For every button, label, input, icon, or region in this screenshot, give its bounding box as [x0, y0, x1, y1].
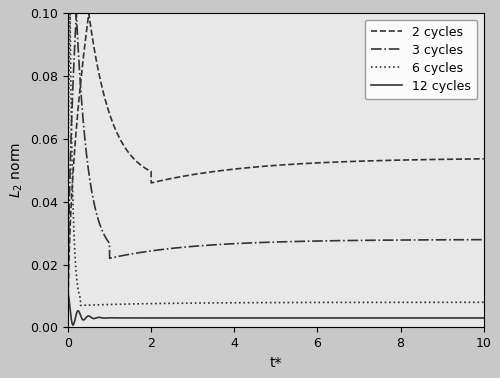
2 cycles [224, 168, 230, 172]
2 cycles [314, 161, 320, 165]
12 cycles [140, 316, 146, 320]
6 cycles [78, 303, 84, 308]
2 cycles [336, 160, 342, 164]
X-axis label: t*: t* [270, 356, 282, 370]
12 cycles [224, 316, 230, 320]
Line: 12 cycles: 12 cycles [68, 293, 484, 325]
3 cycles [407, 238, 413, 242]
2 cycles [86, 11, 92, 15]
12 cycles [376, 316, 382, 320]
2 cycles [407, 158, 413, 162]
Line: 2 cycles: 2 cycles [68, 13, 484, 323]
3 cycles [74, 11, 80, 16]
12 cycles [407, 316, 413, 320]
3 cycles [336, 239, 342, 243]
Line: 6 cycles: 6 cycles [68, 14, 484, 305]
2 cycles [65, 321, 71, 325]
6 cycles [336, 300, 342, 305]
12 cycles [65, 291, 71, 296]
6 cycles [224, 301, 230, 305]
3 cycles [65, 318, 71, 323]
6 cycles [140, 302, 146, 306]
12 cycles [70, 323, 76, 327]
3 cycles [140, 250, 146, 254]
2 cycles [140, 165, 146, 169]
12 cycles [336, 316, 342, 320]
6 cycles [480, 300, 486, 305]
3 cycles [224, 242, 230, 246]
3 cycles [314, 239, 320, 243]
6 cycles [65, 276, 71, 281]
2 cycles [480, 156, 486, 161]
12 cycles [480, 316, 486, 320]
Y-axis label: $L_2$ norm: $L_2$ norm [8, 143, 24, 198]
6 cycles [314, 300, 320, 305]
12 cycles [314, 316, 320, 320]
3 cycles [480, 237, 486, 242]
6 cycles [407, 300, 413, 305]
Legend: 2 cycles, 3 cycles, 6 cycles, 12 cycles: 2 cycles, 3 cycles, 6 cycles, 12 cycles [365, 20, 478, 99]
6 cycles [376, 300, 382, 305]
Line: 3 cycles: 3 cycles [68, 14, 484, 321]
2 cycles [376, 158, 382, 163]
6 cycles [67, 12, 73, 16]
3 cycles [376, 238, 382, 242]
